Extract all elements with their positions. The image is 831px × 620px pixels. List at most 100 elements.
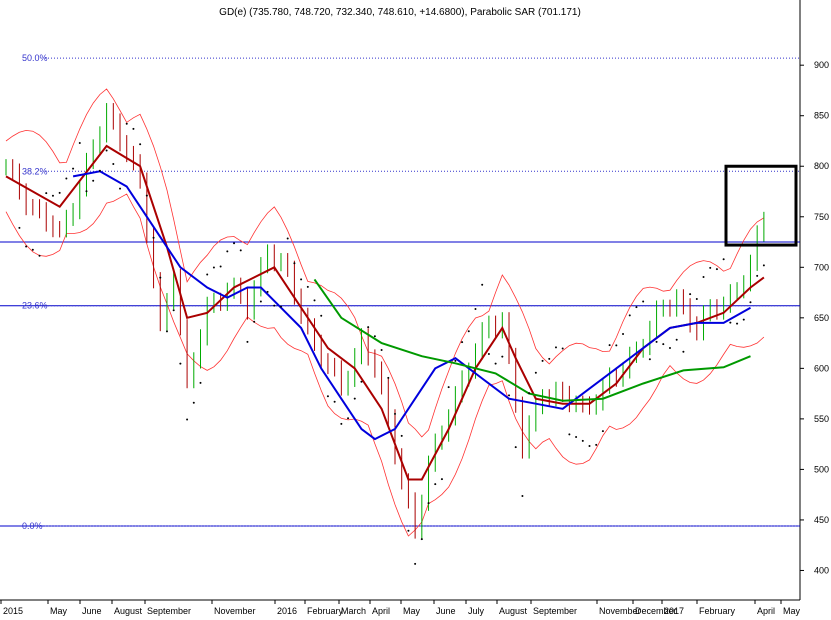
y-tick-label: 750 (814, 212, 829, 222)
x-tick-label: April (757, 606, 775, 616)
sar-dot (300, 278, 303, 281)
ma-mid-line (72, 170, 751, 441)
sar-dot (172, 309, 175, 312)
sar-dot (380, 348, 383, 351)
x-tick-label: May (50, 606, 68, 616)
y-tick-label: 550 (814, 414, 829, 424)
y-tick-label: 700 (814, 262, 829, 272)
sar-dot (615, 344, 618, 347)
sar-dot (762, 264, 765, 267)
sar-dot (387, 376, 390, 379)
sar-dot (253, 320, 256, 323)
sar-dot (407, 529, 410, 532)
fib-level-label: 50.0% (22, 53, 48, 63)
sar-dot (467, 330, 470, 333)
sar-dot (139, 143, 142, 146)
sar-dot (729, 321, 732, 324)
sar-dot (186, 418, 189, 421)
sar-dot (38, 254, 41, 257)
x-tick-label: April (372, 606, 390, 616)
highlight-box (724, 164, 798, 247)
y-tick-label: 450 (814, 515, 829, 525)
sar-dot (206, 273, 209, 276)
highlight-box-group (724, 164, 798, 247)
sar-dot (353, 397, 356, 400)
sar-dot (702, 275, 705, 278)
sar-dot (219, 265, 222, 268)
sar-dot (152, 236, 155, 239)
sar-dot (635, 306, 638, 309)
sar-dot (474, 308, 477, 311)
sar-dot (454, 359, 457, 362)
sar-dot (662, 343, 665, 346)
sar-dot (434, 483, 437, 486)
sar-dot (508, 394, 511, 397)
sar-dot (528, 392, 531, 395)
horizontal-lines (0, 241, 800, 527)
sar-dot (78, 141, 81, 144)
x-tick-label: June (436, 606, 456, 616)
x-tick-label: 2016 (277, 606, 297, 616)
sar-dot (58, 191, 61, 194)
sar-dot (514, 446, 517, 449)
sar-dot (360, 380, 363, 383)
sar-dot (501, 355, 504, 358)
sar-dot (534, 371, 537, 374)
x-tick-label: 2015 (3, 606, 23, 616)
sar-dot (655, 340, 658, 343)
sar-dot (554, 346, 557, 349)
sar-dot (668, 346, 671, 349)
sar-dot (72, 167, 75, 170)
x-tick-label: February (699, 606, 736, 616)
sar-dot (541, 359, 544, 362)
sar-dot (568, 433, 571, 436)
sar-dot (447, 386, 450, 389)
sar-dot (608, 344, 611, 347)
y-tick-label: 800 (814, 161, 829, 171)
sar-dot (273, 304, 276, 307)
sar-dot (259, 300, 262, 303)
x-tick-label: March (341, 606, 366, 616)
x-tick-label: 2017 (664, 606, 684, 616)
sar-dot (588, 445, 591, 448)
sar-dot (347, 417, 350, 420)
sar-dot (165, 330, 168, 333)
sar-dot (65, 177, 68, 180)
x-tick-label: December (635, 606, 677, 616)
sar-dot (400, 434, 403, 437)
x-tick-label: September (147, 606, 191, 616)
sar-dot (736, 322, 739, 325)
sar-dot (487, 353, 490, 356)
sar-dot (125, 122, 128, 125)
sar-dot (239, 249, 242, 252)
sar-dot (18, 226, 21, 229)
sar-dot (320, 314, 323, 317)
sar-dot (112, 162, 115, 165)
x-tick-label: September (533, 606, 577, 616)
sar-dot (742, 318, 745, 321)
x-tick-label: May (403, 606, 421, 616)
sar-dot (414, 562, 417, 565)
sar-dot (246, 340, 249, 343)
sar-dot (179, 362, 182, 365)
sar-dot (709, 266, 712, 269)
x-tick-label: June (82, 606, 102, 616)
x-tick-label: February (307, 606, 344, 616)
lower-band (5, 193, 765, 537)
sar-dot (105, 149, 108, 152)
sar-dot (722, 258, 725, 261)
sar-dot (333, 400, 336, 403)
sar-dot (212, 266, 215, 269)
sar-dot (521, 494, 524, 497)
sar-dot (279, 305, 282, 308)
x-tick-label: August (114, 606, 143, 616)
sar-dot (675, 338, 678, 341)
sar-dot (440, 478, 443, 481)
sar-dot (427, 502, 430, 505)
sar-dot (25, 245, 28, 248)
sar-dot (45, 192, 48, 195)
sar-dot (31, 248, 34, 251)
x-tick-label: August (499, 606, 528, 616)
y-tick-label: 650 (814, 313, 829, 323)
